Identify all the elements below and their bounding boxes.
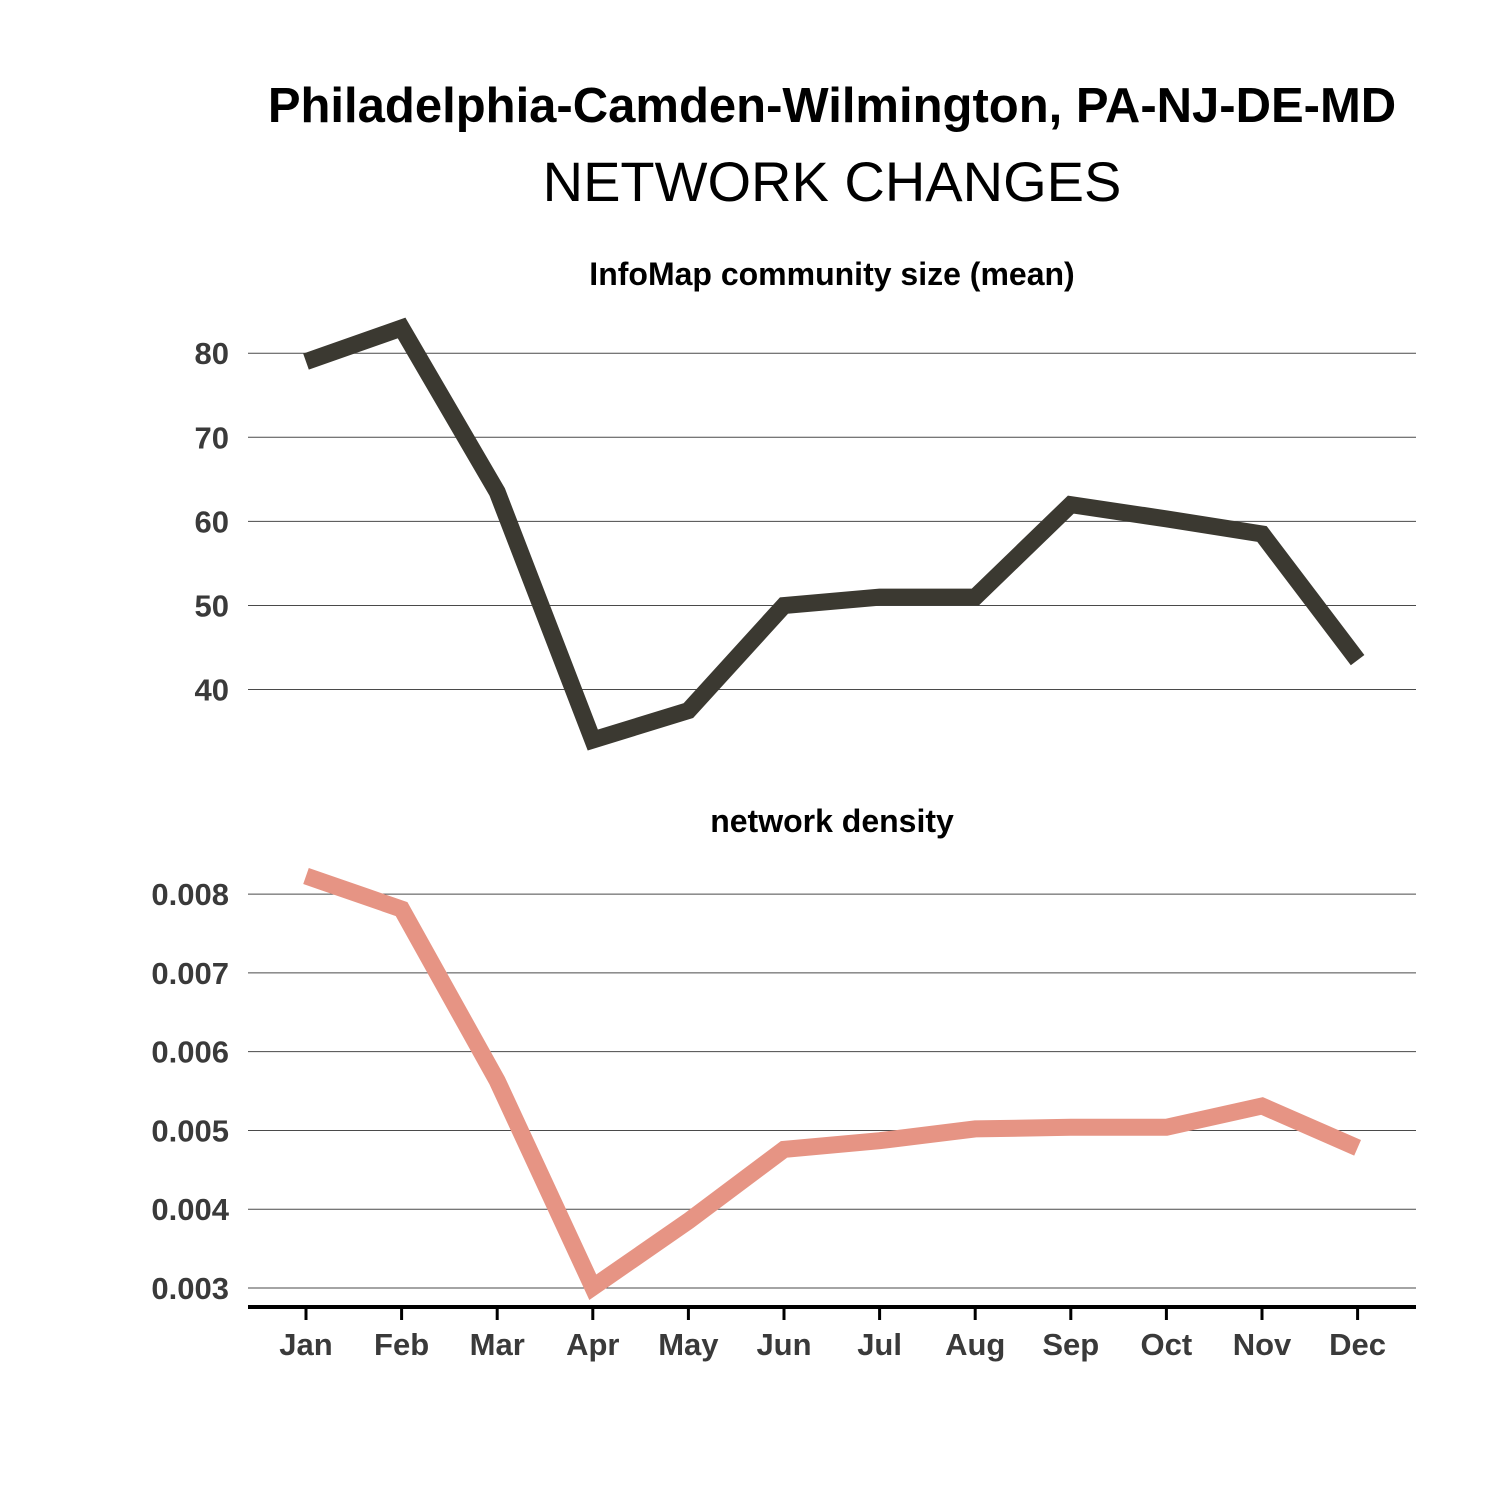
x-tick-label-jun: Jun: [756, 1327, 811, 1362]
x-axis: Jan Feb Mar Apr May Jun Jul Aug Sep Oct Nov Dec: [248, 1305, 1416, 1362]
x-tick-label-dec: Dec: [1329, 1327, 1386, 1362]
x-tick-label-may: May: [658, 1327, 719, 1362]
community-size-y-tick-label: 50: [195, 588, 229, 623]
chart-title: Philadelphia-Camden-Wilmington, PA-NJ-DE…: [268, 79, 1396, 133]
x-tick-label-feb: Feb: [374, 1327, 429, 1362]
community-size-y-tick-label: 70: [195, 420, 229, 455]
community-size-y-tick-label: 60: [195, 504, 229, 539]
network-density-panel-title: network density: [710, 803, 954, 839]
network-density-y-tick-label: 0.007: [151, 956, 229, 991]
community-size-y-tick-label: 40: [195, 673, 229, 708]
community-size-y-tick-label: 80: [195, 336, 229, 371]
network-density-y-tick-label: 0.005: [151, 1113, 229, 1148]
network-density-line: [303, 867, 1362, 1300]
x-tick-label-nov: Nov: [1233, 1327, 1292, 1362]
network-density-y-tick-label: 0.003: [151, 1271, 229, 1306]
chart-subtitle: NETWORK CHANGES: [543, 150, 1122, 213]
x-tick-label-oct: Oct: [1141, 1327, 1193, 1362]
x-tick-label-apr: Apr: [566, 1327, 619, 1362]
x-tick-label-jul: Jul: [857, 1327, 902, 1362]
x-tick-label-jan: Jan: [279, 1327, 332, 1362]
community-size-panel: InfoMap community size (mean) 40 50 60 70 80: [195, 256, 1416, 751]
x-tick-label-aug: Aug: [945, 1327, 1005, 1362]
network-density-y-tick-label: 0.008: [151, 877, 229, 912]
community-size-panel-title: InfoMap community size (mean): [589, 256, 1074, 292]
network-density-panel: network density 0.003 0.004 0.005 0.006 0.00…: [151, 803, 1416, 1306]
x-tick-label-sep: Sep: [1042, 1327, 1099, 1362]
network-density-y-tick-label: 0.006: [151, 1035, 229, 1070]
community-size-line: [303, 317, 1365, 751]
network-density-y-tick-label: 0.004: [151, 1192, 229, 1227]
x-tick-label-mar: Mar: [470, 1327, 525, 1362]
